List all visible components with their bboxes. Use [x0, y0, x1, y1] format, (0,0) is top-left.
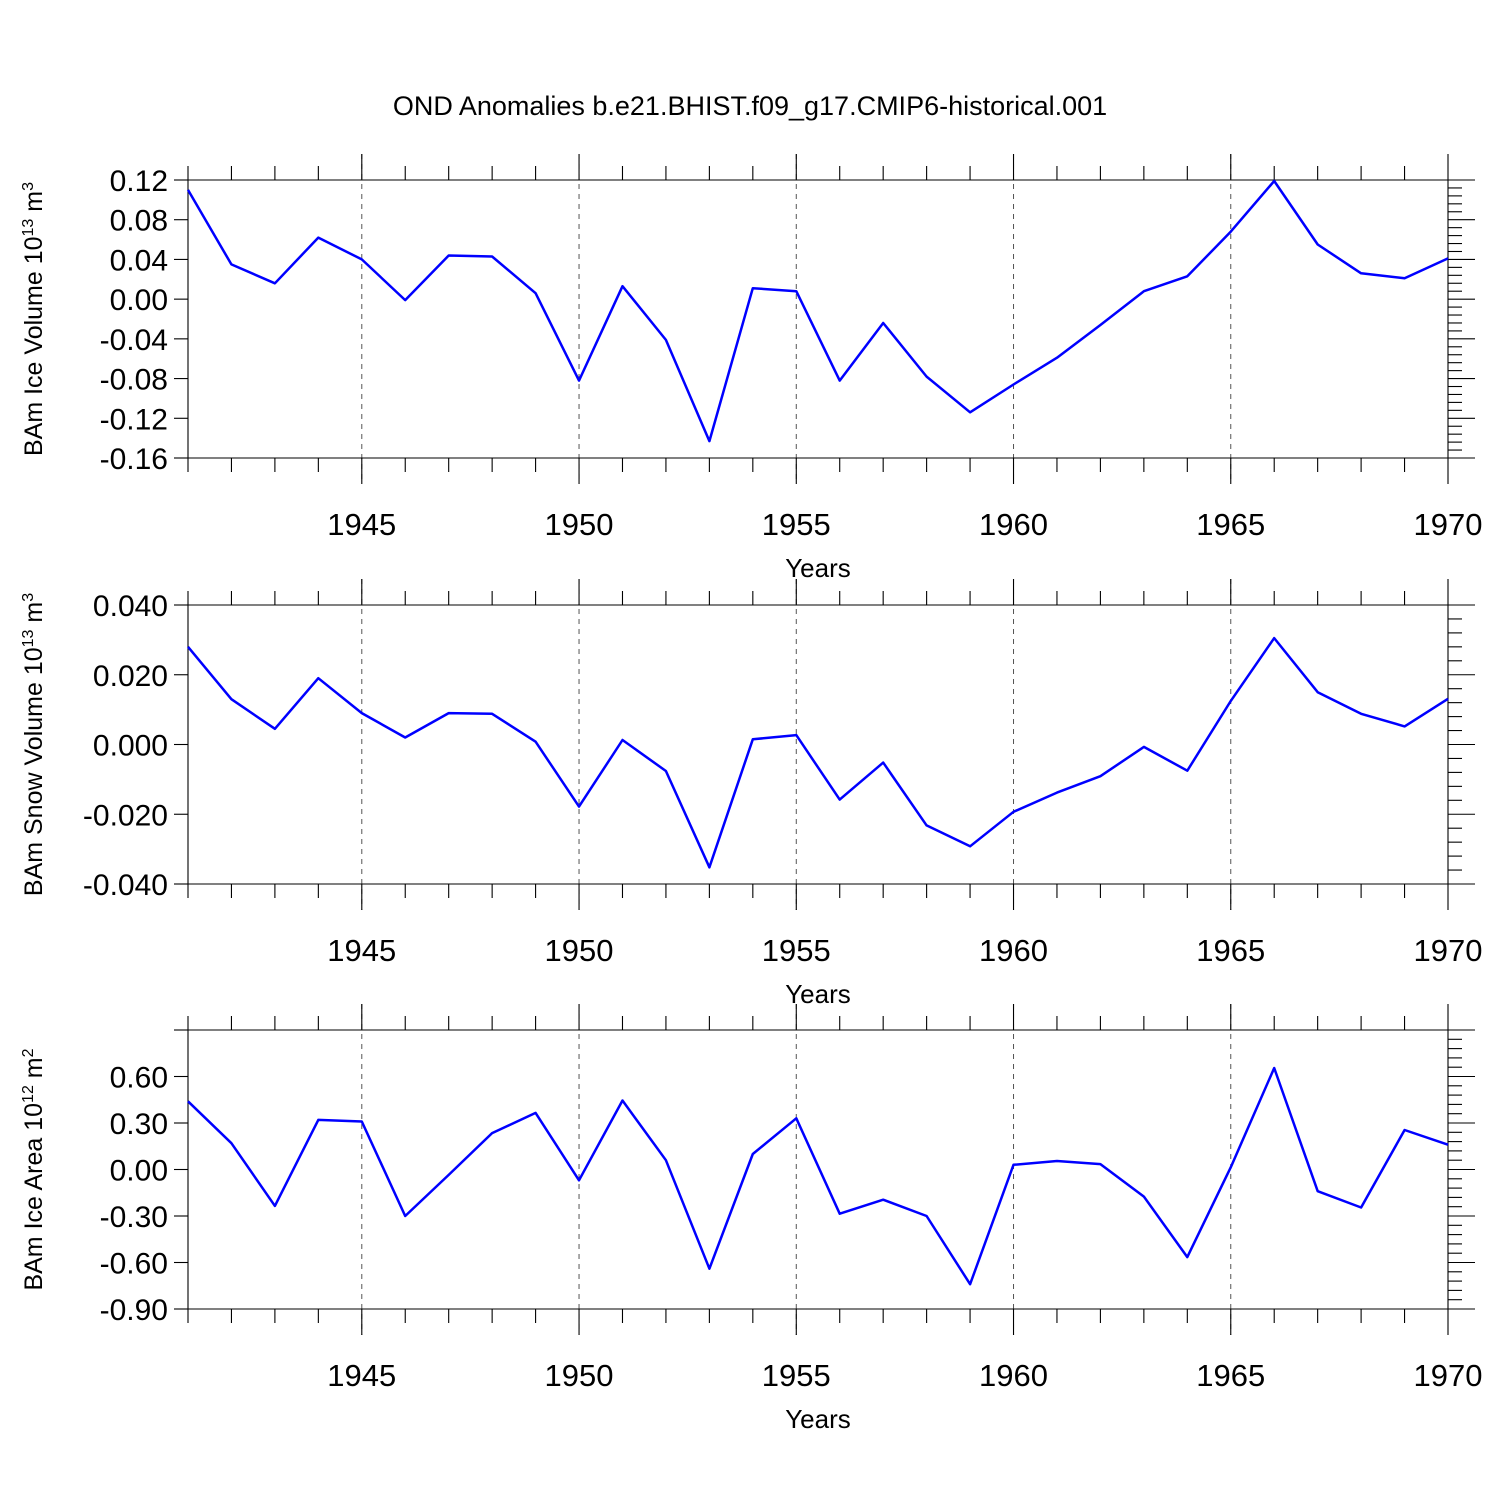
x-tick-label: 1945: [327, 933, 396, 968]
x-tick-label: 1950: [545, 507, 614, 542]
y-tick-label: -0.020: [83, 799, 168, 832]
x-tick-label: 1960: [979, 507, 1048, 542]
y-tick-label: -0.08: [100, 364, 168, 397]
x-tick-label: 1970: [1414, 933, 1483, 968]
y-tick-label: 0.30: [110, 1108, 168, 1141]
x-tick-label: 1965: [1196, 933, 1265, 968]
y-tick-label: 0.040: [93, 590, 168, 623]
x-tick-label: 1970: [1414, 507, 1483, 542]
x-tick-label: 1955: [762, 507, 831, 542]
x-tick-label: 1965: [1196, 1358, 1265, 1393]
y-axis-label: BAm Snow Volume 1013 m3: [20, 593, 48, 896]
y-tick-label: -0.04: [100, 324, 168, 357]
x-tick-label: 1960: [979, 1358, 1048, 1393]
y-axis-label: BAm Ice Area 1012 m2: [20, 1048, 48, 1290]
x-tick-label: 1965: [1196, 507, 1265, 542]
x-axis-label: Years: [785, 1404, 851, 1434]
panel-snow-volume: 1945 1950 1955 1960 1965 1970 Years -0.040 -0.02…: [20, 579, 1482, 1009]
y-tick-label: -0.30: [100, 1201, 168, 1234]
y-tick-label: -0.90: [100, 1294, 168, 1327]
x-tick-label: 1945: [327, 1358, 396, 1393]
x-tick-label: 1945: [327, 507, 396, 542]
y-tick-label: -0.040: [83, 869, 168, 902]
y-tick-label: 0.60: [110, 1062, 168, 1095]
series-line: [187, 1066, 1449, 1286]
x-tick-label: 1955: [762, 933, 831, 968]
y-tick-label: 0.04: [110, 244, 168, 277]
y-tick-label: 0.020: [93, 660, 168, 693]
y-tick-label: -0.60: [100, 1248, 168, 1281]
panel-ice-volume: 1945 1950 1955 1960 1965 1970 Years -0.16 -0.12 -…: [20, 154, 1482, 583]
x-axis-label: Years: [785, 553, 851, 583]
panel-ice-area: 1945 1950 1955 1960 1965 1970 Years -0.90 -0.60 -…: [20, 1004, 1482, 1434]
y-tick-label: 0.00: [110, 1155, 168, 1188]
x-tick-label: 1950: [545, 1358, 614, 1393]
series-line: [187, 636, 1449, 869]
figure-title: OND Anomalies b.e21.BHIST.f09_g17.CMIP6-…: [393, 91, 1107, 121]
y-tick-label: 0.000: [93, 730, 168, 763]
y-tick-label: 0.00: [110, 284, 168, 317]
series-line: [186, 179, 1449, 443]
y-axis-label: BAm Ice Volume 1013 m3: [20, 182, 48, 456]
x-tick-label: 1950: [545, 933, 614, 968]
y-tick-label: -0.12: [100, 403, 168, 436]
x-tick-label: 1960: [979, 933, 1048, 968]
x-tick-label: 1955: [762, 1358, 831, 1393]
x-tick-label: 1970: [1414, 1358, 1483, 1393]
y-tick-label: -0.16: [100, 443, 168, 476]
y-tick-label: 0.08: [110, 205, 168, 238]
y-tick-label: 0.12: [110, 165, 168, 198]
x-axis-label: Years: [785, 979, 851, 1009]
